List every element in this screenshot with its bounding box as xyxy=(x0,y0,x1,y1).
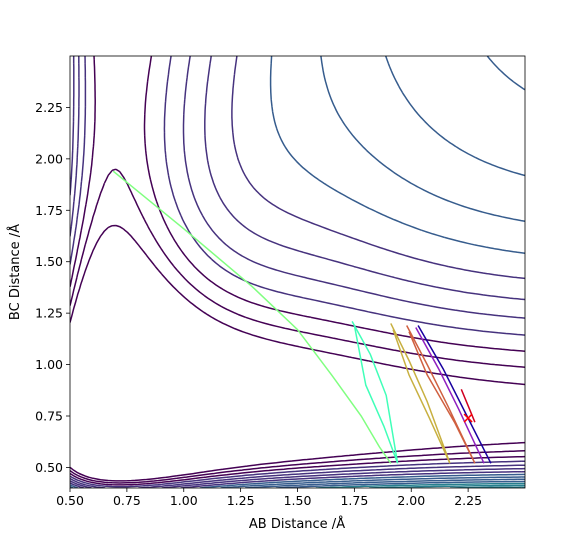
x-tick-label: 2.00 xyxy=(397,493,425,508)
x-tick-label: 1.75 xyxy=(340,493,368,508)
contour-level xyxy=(70,56,525,488)
contour-level xyxy=(70,56,525,488)
y-tick-label: 0.75 xyxy=(35,409,63,424)
contour-level xyxy=(70,56,525,488)
trajectory-line xyxy=(112,170,392,464)
end-point-marker xyxy=(463,413,473,423)
plot-area xyxy=(70,56,525,488)
y-axis-label: BC Distance /Å xyxy=(7,224,23,320)
x-axis-ticks: 0.50 0.75 1.00 1.25 1.50 1.75 2.00 2.25 xyxy=(56,488,482,508)
contour-level xyxy=(70,56,525,486)
y-tick-label: 1.00 xyxy=(35,357,63,372)
contour-level xyxy=(275,56,525,488)
trajectory-line xyxy=(417,325,492,464)
x-tick-label: 1.25 xyxy=(227,493,255,508)
contour-level xyxy=(70,56,525,488)
y-tick-label: 2.25 xyxy=(35,100,63,115)
x-tick-label: 0.50 xyxy=(56,493,84,508)
x-tick-label: 0.75 xyxy=(113,493,141,508)
contour-level xyxy=(70,56,525,488)
x-tick-label: 1.50 xyxy=(284,493,312,508)
trajectory-line xyxy=(390,323,451,464)
trajectory-line xyxy=(351,321,399,464)
y-axis-ticks: 0.50 0.75 1.00 1.25 1.50 1.75 2.00 2.25 xyxy=(35,100,70,475)
y-tick-label: 1.25 xyxy=(35,306,63,321)
x-axis-label: AB Distance /Å xyxy=(249,516,345,532)
y-tick-label: 2.00 xyxy=(35,151,63,166)
contour-level xyxy=(70,224,525,482)
trajectory-line xyxy=(415,327,485,464)
contour-level xyxy=(70,56,525,488)
trajectory-lines xyxy=(112,170,492,464)
y-tick-label: 1.50 xyxy=(35,254,63,269)
y-tick-label: 1.75 xyxy=(35,203,63,218)
x-tick-label: 2.25 xyxy=(454,493,482,508)
trajectory-line xyxy=(460,389,476,423)
x-tick-label: 1.00 xyxy=(170,493,198,508)
trajectory-line xyxy=(406,325,476,464)
y-tick-label: 0.50 xyxy=(35,460,63,475)
